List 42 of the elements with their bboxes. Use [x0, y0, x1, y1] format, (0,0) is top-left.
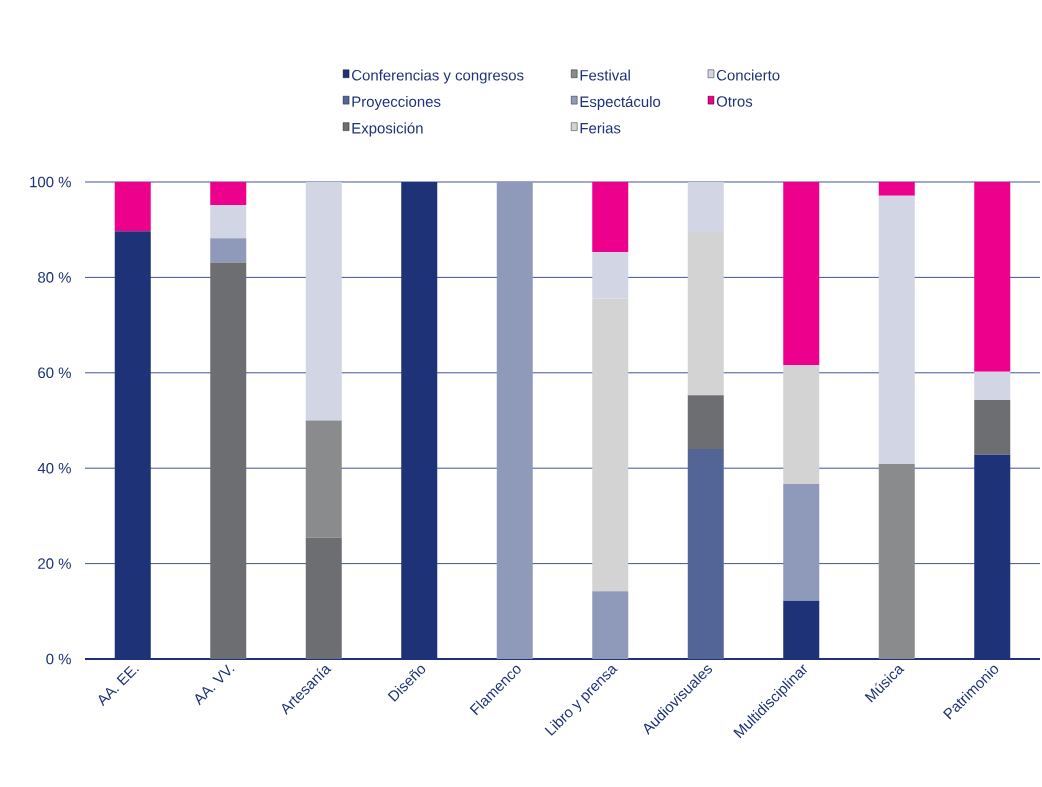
bar [687, 395, 724, 450]
bar [210, 181, 247, 205]
bar [974, 181, 1011, 372]
bar [687, 449, 724, 659]
x-tick-label: AA. VV. [195, 664, 235, 706]
bar [496, 181, 533, 659]
bar [210, 238, 247, 263]
bar [305, 537, 342, 659]
bar [210, 262, 247, 659]
bar [592, 181, 629, 253]
bar [878, 181, 915, 196]
legend-label: Ferias [580, 122, 621, 134]
legend-label: Exposición [352, 122, 423, 137]
y-tick-label: 60 % [38, 367, 71, 379]
y-tick-label: 20 % [38, 558, 71, 569]
bar [783, 483, 820, 601]
y-tick-label: 0 % [46, 653, 71, 665]
legend-label: Concierto [716, 69, 780, 81]
bar [974, 371, 1011, 400]
bar [114, 181, 151, 232]
bar [687, 181, 724, 233]
bar [305, 181, 342, 421]
bar [592, 591, 629, 659]
bar [783, 365, 820, 484]
legend-label: Espectáculo [580, 95, 661, 110]
y-tick-label: 80 % [38, 272, 71, 283]
legend-label: Proyecciones [352, 95, 441, 110]
bar [783, 181, 820, 366]
bar [974, 399, 1011, 455]
legend-label: Otros [716, 96, 753, 107]
bar [687, 232, 724, 396]
bar [878, 463, 915, 659]
bar [592, 252, 629, 299]
bar [210, 204, 247, 239]
bar [305, 420, 342, 538]
bar [592, 298, 629, 592]
legend-label: Festival [580, 69, 630, 81]
y-tick-label: 40 % [37, 462, 71, 474]
legend-label: Conferencias y congresos [352, 69, 524, 84]
x-tick-label: AA. EE. [98, 665, 140, 707]
y-tick-label: 100 % [30, 176, 71, 188]
bar [878, 195, 915, 464]
